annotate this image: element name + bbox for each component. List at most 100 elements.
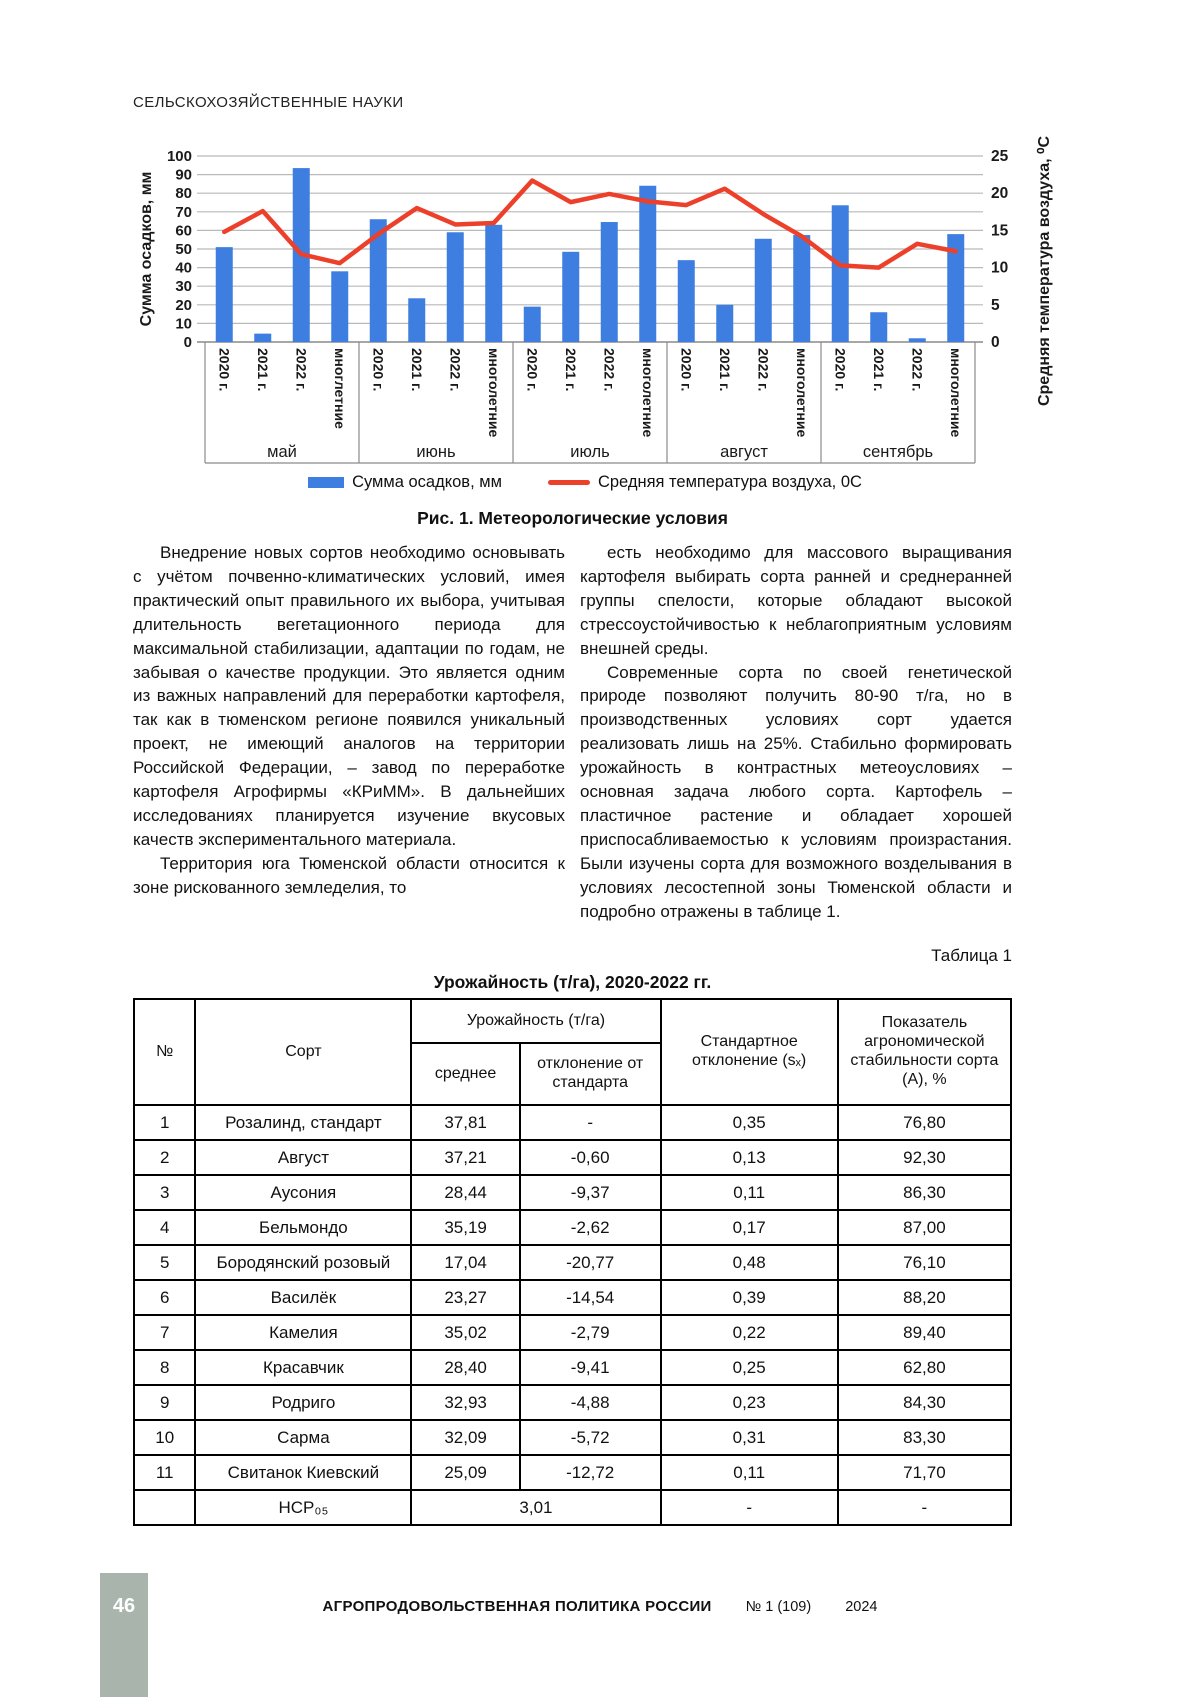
left-axis-tick: 50 xyxy=(175,241,192,258)
yield-table-head: № Сорт Урожайность (т/га) Стандартное от… xyxy=(132,998,1013,1106)
cell-avg: 37,21 xyxy=(410,1139,521,1176)
cell-num: 5 xyxy=(132,1244,197,1281)
x-axis-label: многолетние xyxy=(948,348,964,437)
month-label: май xyxy=(267,443,297,461)
cell-deviation: -20,77 xyxy=(518,1244,662,1281)
left-column: Внедрение новых сортов необходимо основы… xyxy=(133,541,565,924)
cell-num xyxy=(132,1489,197,1526)
cell-variety: Красавчик xyxy=(194,1349,413,1386)
cell-avg: 17,04 xyxy=(410,1244,521,1281)
precipitation-bar xyxy=(831,205,849,342)
cell-variety: Аусония xyxy=(194,1174,413,1211)
right-column: есть необходимо для массового выращивани… xyxy=(580,541,1012,924)
precipitation-bar xyxy=(677,260,695,342)
footer-issue: № 1 (109) xyxy=(745,1599,812,1615)
cell-avg: 32,09 xyxy=(410,1419,521,1456)
cell-avg: 25,09 xyxy=(410,1454,521,1491)
table-footer-row: НСР₀₅ 3,01- - xyxy=(132,1489,1013,1526)
cell-stability: 76,80 xyxy=(836,1104,1013,1141)
right-axis-tick: 10 xyxy=(991,260,1008,277)
x-axis-label: 2021 г. xyxy=(563,348,579,391)
precipitation-bar xyxy=(446,232,464,342)
cell-deviation: -4,88 xyxy=(518,1384,662,1421)
cell-std: 0,39 xyxy=(659,1279,839,1316)
precipitation-bar xyxy=(331,271,349,342)
cell-num: 7 xyxy=(132,1314,197,1351)
cell-deviation: -9,41 xyxy=(518,1349,662,1386)
left-axis-tick: 100 xyxy=(167,148,192,165)
paragraph: Современные сорта по своей генетической … xyxy=(580,662,1012,921)
cell-stability: 83,30 xyxy=(836,1419,1013,1456)
precipitation-bar xyxy=(600,222,618,342)
legend-item-precipitation: Сумма осадков, мм xyxy=(308,473,502,492)
precipitation-bar xyxy=(369,219,387,342)
yield-table-body: 1 Розалинд, стандарт 37,81-0,35 76,80 2 Авгус… xyxy=(132,1104,1013,1526)
table-row: 3 Аусония 28,44 -9,37 0,11 86,30 xyxy=(132,1174,1013,1211)
precipitation-bar xyxy=(562,251,580,342)
cell-variety: Бородянский розовый xyxy=(194,1244,413,1281)
page-number-bar: 46 xyxy=(100,1573,148,1697)
legend-precipitation-label: Сумма осадков, мм xyxy=(352,473,502,491)
cell-num: 4 xyxy=(132,1209,197,1246)
precipitation-bar xyxy=(485,224,503,342)
x-axis-label: 2022 г. xyxy=(909,348,925,391)
cell-std: - xyxy=(659,1489,839,1526)
right-axis-tick: 25 xyxy=(991,148,1009,165)
precipitation-bar xyxy=(408,298,426,342)
cell-hcp-label: НСР₀₅ xyxy=(194,1489,413,1526)
cell-avg: 37,81 xyxy=(410,1104,521,1141)
cell-num: 9 xyxy=(132,1384,197,1421)
legend-item-temperature: Средняя температура воздуха, 0С xyxy=(547,473,862,492)
x-axis-label: 2022 г. xyxy=(755,348,771,391)
table-row: 1 Розалинд, стандарт 37,81-0,35 76,80 xyxy=(132,1104,1013,1141)
cell-variety: Сарма xyxy=(194,1419,413,1456)
yield-table: № Сорт Урожайность (т/га) Стандартное от… xyxy=(132,998,1013,1526)
cell-num: 8 xyxy=(132,1349,197,1386)
cell-std: 0,35 xyxy=(659,1104,839,1141)
precipitation-bar xyxy=(523,306,541,342)
cell-stability: - xyxy=(836,1489,1013,1526)
footer: АГРОПРОДОВОЛЬСТВЕННАЯ ПОЛИТИКА РОССИИ № … xyxy=(0,1598,1200,1615)
table-row: 4 Бельмондо 35,19 -2,62 0,17 87,00 xyxy=(132,1209,1013,1246)
cell-num: 10 xyxy=(132,1419,197,1456)
cell-avg: 28,40 xyxy=(410,1349,521,1386)
precipitation-bar xyxy=(793,235,811,342)
table-label: Таблица 1 xyxy=(931,946,1012,965)
x-axis-label: 2021 г. xyxy=(255,348,271,391)
legend-temperature-label: Средняя температура воздуха, 0С xyxy=(597,473,862,491)
left-axis-tick: 10 xyxy=(175,315,192,332)
right-axis-title: Средняя температура воздуха, ⁰С xyxy=(1036,136,1053,406)
cell-stability: 62,80 xyxy=(836,1349,1013,1386)
cell-std: 0,23 xyxy=(659,1384,839,1421)
cell-avg: 23,27 xyxy=(410,1279,521,1316)
month-label: июнь xyxy=(416,443,455,461)
cell-deviation: -2,62 xyxy=(518,1209,662,1246)
left-axis-tick: 80 xyxy=(175,185,192,202)
table-row: 7 Камелия 35,02 -2,79 0,22 89,40 xyxy=(132,1314,1013,1351)
cell-deviation: -14,54 xyxy=(518,1279,662,1316)
cell-hcp-value: 3,01 xyxy=(410,1489,662,1526)
cell-deviation: -5,72 xyxy=(518,1419,662,1456)
cell-deviation: - xyxy=(518,1104,662,1141)
table-row: 2 Август 37,21 -0,60 0,13 92,30 xyxy=(132,1139,1013,1176)
table-row: 10 Сарма 32,09 -5,72 0,31 83,30 xyxy=(132,1419,1013,1456)
precipitation-bar xyxy=(947,234,965,342)
temperature-line xyxy=(222,178,958,270)
precipitation-bar xyxy=(254,333,272,342)
x-axis-label: 2020 г. xyxy=(832,348,848,391)
x-axis-label: 2020 г. xyxy=(678,348,694,391)
table-row: 11 Свитанок Киевский 25,09 -12,72 0,11 71,70 xyxy=(132,1454,1013,1491)
weather-chart: 0 10 20 30 40 50 60 70 80 90 100 0 5 10 15 20 25 2020 г. 2… xyxy=(135,131,1095,473)
precipitation-bar xyxy=(716,304,734,342)
cell-deviation: -0,60 xyxy=(518,1139,662,1176)
col-header-num: № xyxy=(132,998,197,1106)
left-axis-title: Сумма осадков, мм xyxy=(138,172,155,327)
running-head: СЕЛЬСКОХОЗЯЙСТВЕННЫЕ НАУКИ xyxy=(133,94,404,111)
col-header-stability: Показатель агрономической стабильности с… xyxy=(836,998,1013,1106)
precipitation-bar xyxy=(870,312,888,342)
cell-variety: Свитанок Киевский xyxy=(194,1454,413,1491)
table-row: 6 Василёк 23,27 -14,54 0,39 88,20 xyxy=(132,1279,1013,1316)
left-axis-tick: 70 xyxy=(175,204,192,221)
paragraph: Территория юга Тюменской области относит… xyxy=(133,853,565,897)
